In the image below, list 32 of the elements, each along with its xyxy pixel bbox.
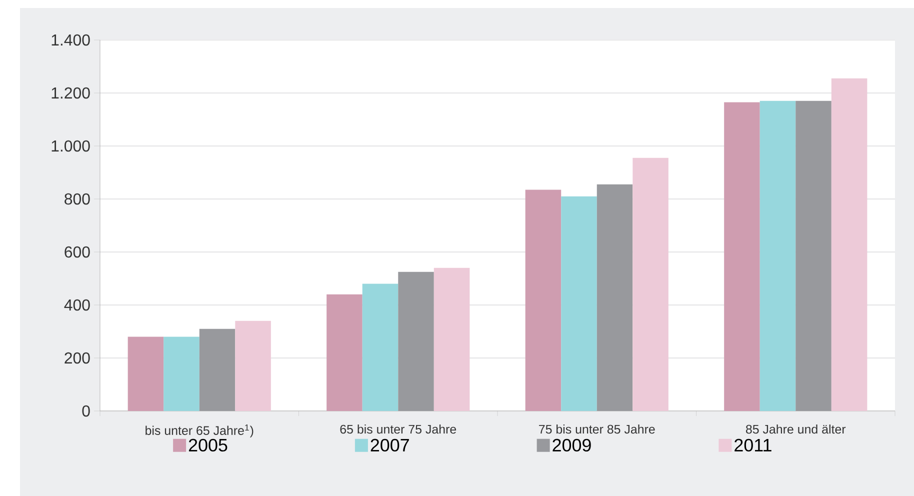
bar [128, 336, 164, 411]
bar [724, 102, 760, 411]
bar [326, 294, 362, 411]
bar [434, 268, 470, 411]
bar [796, 100, 832, 411]
x-tick-label: 65 bis unter 75 Jahre [340, 424, 456, 434]
bar [831, 78, 868, 411]
legend-label: 2007 [370, 438, 409, 452]
bar [561, 196, 597, 411]
bar [760, 100, 796, 411]
y-tick-label: 1.200 [52, 87, 90, 99]
legend-label: 2009 [552, 438, 591, 452]
legend-label: 2005 [188, 438, 228, 452]
bar [525, 190, 562, 411]
y-tick-label: 400 [64, 299, 90, 311]
bar [164, 336, 200, 411]
y-tick-label: 600 [64, 246, 90, 258]
bar [362, 284, 398, 411]
bar [199, 328, 236, 411]
x-tick-label: bis unter 65 Jahre$^{1}$) [146, 424, 254, 438]
y-tick-label: 1.400 [52, 34, 90, 46]
y-tick-label: 0 [82, 405, 90, 417]
y-tick-label: 1.000 [52, 140, 90, 152]
legend-label: 2011 [734, 438, 772, 452]
bar [596, 184, 633, 411]
bar [398, 272, 434, 411]
bar [235, 320, 271, 411]
x-tick-label: 75 bis unter 85 Jahre [539, 424, 655, 434]
bar [632, 158, 668, 411]
x-tick-label: 85 Jahre und älter [746, 424, 846, 434]
y-tick-label: 200 [64, 352, 90, 364]
y-tick-label: 800 [64, 193, 90, 205]
